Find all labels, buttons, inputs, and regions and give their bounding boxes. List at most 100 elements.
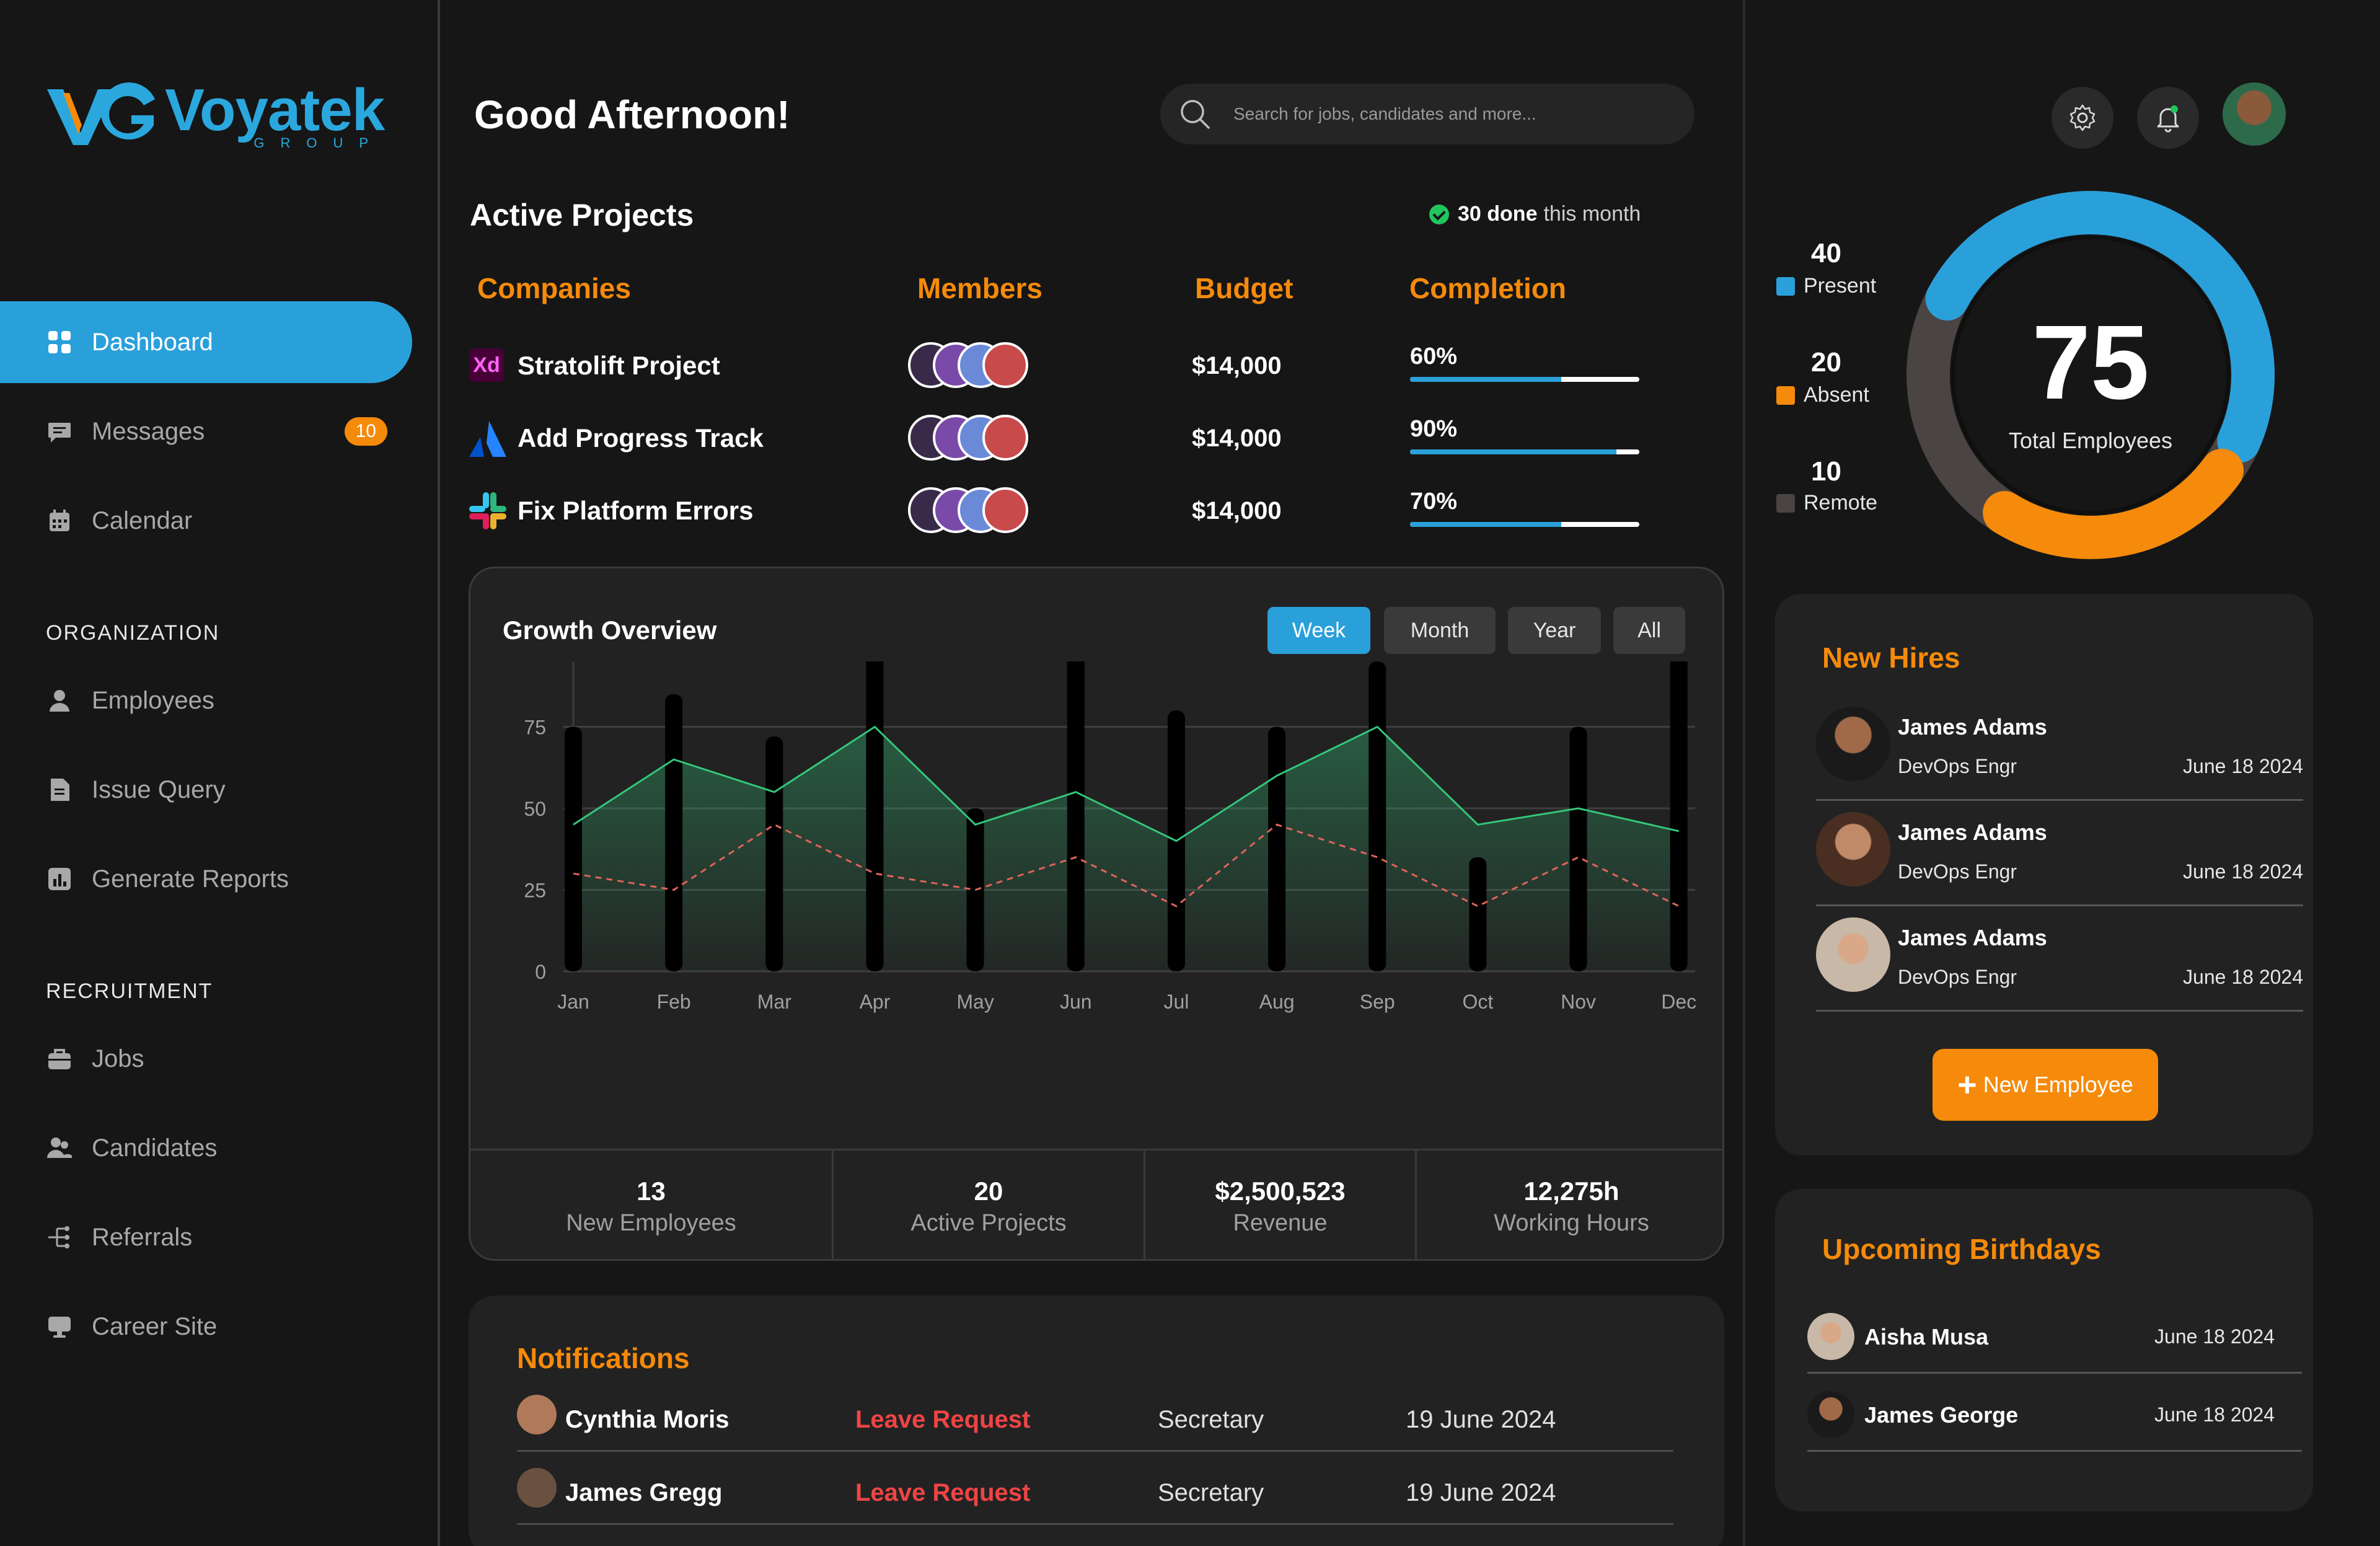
- notification-type[interactable]: Leave Request: [855, 1479, 1031, 1506]
- sidebar-item-generate-reports[interactable]: Generate Reports: [0, 838, 412, 920]
- project-completion: 70%: [1410, 488, 1458, 515]
- birthday-name: James George: [1864, 1402, 2019, 1428]
- tab-month[interactable]: Month: [1384, 607, 1496, 654]
- monitor-icon: [47, 1314, 72, 1339]
- sidebar-item-calendar[interactable]: Calendar: [0, 480, 412, 562]
- hire-role: DevOps Engr: [1898, 966, 2017, 988]
- search-input[interactable]: Search for jobs, candidates and more...: [1233, 104, 1536, 123]
- brand-logo[interactable]: Voyatek GROUP: [45, 81, 385, 151]
- tab-year[interactable]: Year: [1508, 607, 1601, 654]
- hire-date: June 18 2024: [2183, 966, 2303, 988]
- new-employee-button[interactable]: + New Employee: [1933, 1049, 2158, 1121]
- search-bar[interactable]: Search for jobs, candidates and more...: [1160, 84, 1695, 144]
- sidebar-item-messages[interactable]: Messages 10: [0, 391, 412, 472]
- x-tick-label: Feb: [657, 991, 691, 1013]
- project-row[interactable]: Add Progress Track $14,000 90%: [468, 412, 1658, 462]
- notification-row[interactable]: James Gregg Leave Request Secretary 19 J…: [517, 1454, 1673, 1525]
- legend-absent: Absent: [1776, 383, 1869, 407]
- new-hires-card: New Hires James Adams DevOps Engr June 1…: [1775, 594, 2313, 1155]
- new-hire-row[interactable]: James Adams DevOps Engr June 18 2024: [1816, 801, 2303, 906]
- sidebar-item-label: Employees: [92, 686, 214, 714]
- column-divider: [1743, 0, 1745, 1546]
- notifications-button[interactable]: [2137, 87, 2199, 149]
- new-hire-row[interactable]: James Adams DevOps Engr June 18 2024: [1816, 906, 2303, 1012]
- birthday-row[interactable]: James George June 18 2024: [1807, 1375, 2302, 1452]
- sidebar-item-jobs[interactable]: Jobs: [0, 1018, 412, 1100]
- remote-count: 10: [1811, 456, 1841, 487]
- project-row[interactable]: Fix Platform Errors $14,000 70%: [468, 485, 1658, 534]
- sidebar-item-dashboard[interactable]: Dashboard: [0, 301, 412, 383]
- total-employees-label: Total Employees: [2008, 428, 2173, 453]
- sidebar-item-employees[interactable]: Employees: [0, 660, 412, 741]
- settings-button[interactable]: [2052, 87, 2113, 149]
- x-tick-label: Nov: [1561, 991, 1596, 1013]
- avatar: [982, 342, 1028, 388]
- avatar: [982, 487, 1028, 533]
- absent-count: 20: [1811, 347, 1841, 378]
- hire-date: June 18 2024: [2183, 755, 2303, 777]
- hire-name: James Adams: [1898, 714, 2047, 740]
- column-header-completion: Completion: [1409, 272, 1566, 304]
- project-budget: $14,000: [1192, 425, 1282, 452]
- project-row[interactable]: Xd Stratolift Project $14,000 60%: [468, 340, 1658, 389]
- birthday-date: June 18 2024: [2154, 1403, 2275, 1426]
- stat-revenue: $2,500,523 Revenue: [1145, 1151, 1417, 1259]
- growth-stats: 13 New Employees 20 Active Projects $2,5…: [470, 1149, 1722, 1259]
- message-icon: [47, 419, 72, 444]
- birthdays-title: Upcoming Birthdays: [1822, 1233, 2101, 1265]
- column-header-members: Members: [917, 272, 1042, 304]
- chart-bar: [1670, 661, 1688, 971]
- member-avatars[interactable]: [908, 487, 1057, 534]
- notification-role: Secretary: [1158, 1479, 1264, 1506]
- done-summary: 30 done this month: [1429, 202, 1641, 226]
- sidebar-item-label: Generate Reports: [92, 865, 289, 893]
- x-tick-label: Sep: [1360, 991, 1395, 1013]
- notification-role: Secretary: [1158, 1406, 1264, 1433]
- search-icon: [1181, 100, 1210, 129]
- notification-name: Cynthia Moris: [565, 1406, 729, 1433]
- chart-bar: [765, 736, 783, 971]
- sidebar-item-issue-query[interactable]: Issue Query: [0, 749, 412, 831]
- member-avatars[interactable]: [908, 342, 1057, 389]
- x-tick-label: Aug: [1259, 991, 1295, 1013]
- birthday-row[interactable]: Aisha Musa June 18 2024: [1807, 1297, 2302, 1374]
- sidebar-item-label: Dashboard: [92, 328, 213, 356]
- sidebar-item-label: Jobs: [92, 1045, 144, 1072]
- y-tick-label: 25: [524, 880, 546, 902]
- donut-inner-ring: [1951, 236, 2230, 515]
- brand-sub: GROUP: [253, 135, 385, 151]
- donut-present-segment: [1906, 190, 2275, 559]
- notifications-title: Notifications: [517, 1342, 690, 1374]
- bell-icon: [2157, 105, 2179, 133]
- completion-progress-bar: [1410, 522, 1639, 527]
- logo-mark-icon: [47, 82, 155, 145]
- growth-title: Growth Overview: [503, 616, 717, 645]
- chart-bar: [665, 694, 683, 971]
- x-tick-label: Dec: [1661, 991, 1696, 1013]
- column-header-companies: Companies: [477, 272, 631, 304]
- sidebar-item-label: Messages: [92, 417, 205, 445]
- user-avatar[interactable]: [2223, 82, 2286, 146]
- project-completion: 90%: [1410, 416, 1458, 442]
- tab-week[interactable]: Week: [1267, 607, 1370, 654]
- x-tick-label: Mar: [757, 991, 791, 1013]
- y-tick-label: 0: [535, 961, 546, 983]
- new-hire-row[interactable]: James Adams DevOps Engr June 18 2024: [1816, 696, 2303, 801]
- birthdays-card: Upcoming Birthdays Aisha Musa June 18 20…: [1775, 1189, 2313, 1511]
- member-avatars[interactable]: [908, 415, 1057, 462]
- users-icon: [47, 1136, 72, 1160]
- atlassian-icon: [469, 421, 506, 457]
- notification-row[interactable]: Cynthia Moris Leave Request Secretary 19…: [517, 1381, 1673, 1452]
- tab-all[interactable]: All: [1613, 607, 1685, 654]
- x-tick-label: Jan: [557, 991, 589, 1013]
- sidebar-item-label: Issue Query: [92, 775, 226, 803]
- x-tick-label: May: [956, 991, 994, 1013]
- stat-new-employees: 13 New Employees: [470, 1151, 834, 1259]
- sidebar-item-candidates[interactable]: Candidates: [0, 1107, 412, 1189]
- sidebar-item-referrals[interactable]: Referrals: [0, 1196, 412, 1278]
- notification-type[interactable]: Leave Request: [855, 1406, 1031, 1433]
- notification-name: James Gregg: [565, 1479, 723, 1506]
- stat-value: $2,500,523: [1215, 1177, 1346, 1206]
- legend-present: Present: [1776, 274, 1876, 298]
- sidebar-item-career-site[interactable]: Career Site: [0, 1286, 412, 1367]
